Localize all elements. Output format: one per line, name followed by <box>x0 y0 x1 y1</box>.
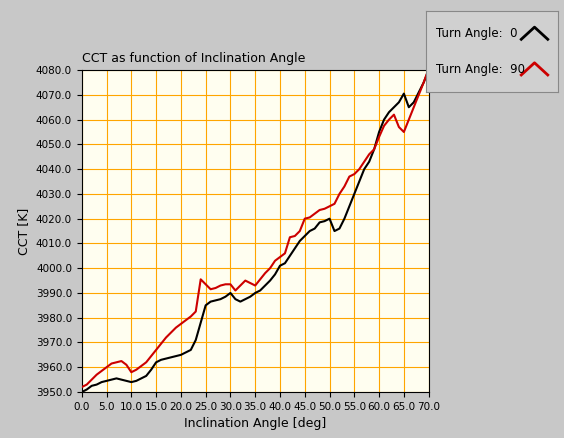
Text: Turn Angle:  90: Turn Angle: 90 <box>437 63 526 76</box>
X-axis label: Inclination Angle [deg]: Inclination Angle [deg] <box>184 417 327 430</box>
Text: Turn Angle:  0: Turn Angle: 0 <box>437 27 518 40</box>
Text: CCT as function of Inclination Angle: CCT as function of Inclination Angle <box>82 52 305 65</box>
Y-axis label: CCT [K]: CCT [K] <box>17 208 30 254</box>
